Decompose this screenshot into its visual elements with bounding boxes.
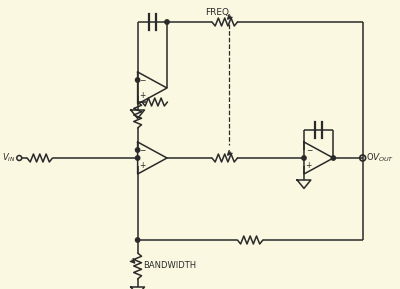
Circle shape — [136, 238, 140, 242]
Text: $V_{IN}$: $V_{IN}$ — [2, 152, 15, 164]
Text: $V_{OUT}$: $V_{OUT}$ — [372, 152, 394, 164]
Text: −: − — [139, 147, 146, 155]
Text: +: + — [139, 90, 146, 99]
Circle shape — [136, 156, 140, 160]
Text: BANDWIDTH: BANDWIDTH — [144, 262, 197, 271]
Text: O: O — [366, 153, 373, 162]
Text: +: + — [306, 160, 312, 170]
Text: −: − — [139, 77, 146, 86]
Circle shape — [136, 78, 140, 82]
Text: −: − — [306, 147, 312, 155]
Text: FREQ: FREQ — [205, 8, 229, 16]
Circle shape — [136, 148, 140, 152]
Text: +: + — [139, 160, 146, 170]
Circle shape — [302, 156, 306, 160]
Circle shape — [331, 156, 336, 160]
Circle shape — [165, 20, 169, 24]
